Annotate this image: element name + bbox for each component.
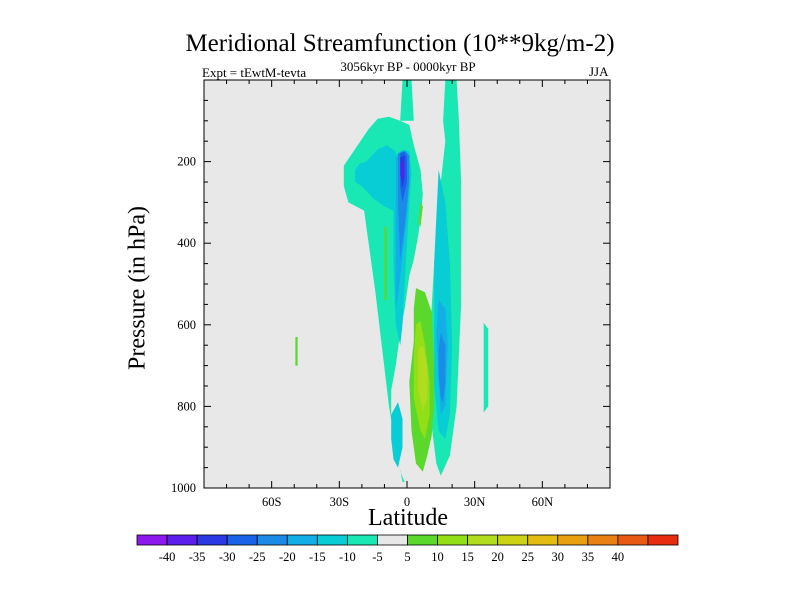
colorbar-swatch [316,534,348,546]
colorbar-swatch [407,534,438,546]
colorbar-swatch [377,534,408,546]
x-tick-label: 30N [464,495,486,509]
colorbar-swatch [226,534,258,546]
season-label: JJA [589,64,609,79]
colorbar-label: 40 [612,550,625,564]
colorbar-swatch [557,534,589,546]
contour-region-5 [384,226,387,301]
x-tick-label: 30S [330,495,350,509]
colorbar-swatch [256,534,288,546]
colorbar-swatch [286,534,318,546]
y-axis-label: Pressure (in hPa) [124,206,151,370]
colorbar-swatch [647,534,679,546]
colorbar-label: 30 [552,550,565,564]
x-tick-label: 60S [262,495,282,509]
colorbar-swatch [166,534,198,546]
colorbar-label: 5 [404,550,410,564]
x-tick-label: 0 [404,495,410,509]
colorbar-swatch [617,534,649,546]
y-tick-label: 200 [177,155,196,169]
y-tick-label: 400 [177,236,196,250]
colorbar-swatch [467,534,499,546]
colorbar-label: -25 [249,550,266,564]
colorbar-label: 25 [521,550,534,564]
colorbar-label: 20 [491,550,504,564]
colorbar-swatch [196,534,228,546]
contour-region--10 [391,402,403,468]
contour-region--20 [438,333,446,403]
colorbar-label: -35 [189,550,206,564]
colorbar-swatch [527,534,559,546]
colorbar-swatch [587,534,619,546]
x-tick-label: 60N [532,495,554,509]
colorbar-label: 10 [431,550,444,564]
colorbar-label: -40 [159,550,176,564]
chart-title: Meridional Streamfunction (10**9kg/m-2) [185,30,615,57]
experiment-label: Expt = tEwtM-tevta [202,65,307,80]
y-tick-label: 1000 [171,481,196,495]
colorbar-swatch [437,534,469,546]
colorbar-swatch [346,534,378,546]
colorbar-label: 35 [582,550,595,564]
colorbar-label: -15 [309,550,326,564]
contour-region-15 [418,345,428,411]
colorbar-label: -5 [372,550,382,564]
contour-region--5 [483,322,489,413]
y-tick-label: 600 [177,318,196,332]
colorbar-swatch [497,534,529,546]
x-axis-label: Latitude [368,505,448,531]
colorbar-label: -10 [339,550,356,564]
contour-region-5 [295,337,298,366]
period-label: 3056kyr BP - 0000kyr BP [340,59,476,74]
contour-region--5 [400,80,414,121]
colorbar-label: -20 [279,550,296,564]
contour-region--35 [401,161,405,178]
colorbar-swatch [136,534,168,546]
contour-region-5 [418,202,423,227]
y-tick-label: 800 [177,399,196,413]
colorbar-label: 15 [461,550,474,564]
colorbar-label: -30 [219,550,236,564]
contour-region--10 [355,145,398,211]
